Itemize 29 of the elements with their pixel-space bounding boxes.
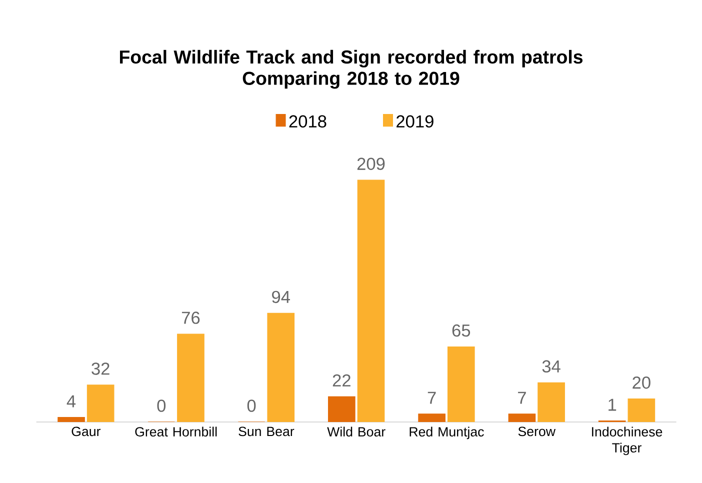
data-label: 1 (608, 398, 616, 411)
data-label: 7 (518, 392, 526, 404)
data-label: 65 (452, 324, 470, 337)
bar (508, 414, 536, 422)
x-tick-label: Sun Bear (238, 426, 294, 436)
chart-subtitle: Comparing 2018 to 2019 (242, 71, 460, 89)
x-tick-label: Great Hornbill (135, 426, 217, 436)
data-label: 4 (66, 395, 76, 408)
x-tick-label: Wild Boar (327, 426, 386, 436)
data-label: 20 (632, 376, 650, 389)
bar (328, 396, 356, 422)
data-label: 32 (92, 362, 110, 375)
data-label: 34 (542, 360, 560, 373)
data-label: 76 (182, 312, 200, 324)
data-label: 0 (157, 400, 166, 412)
data-label: 94 (272, 290, 290, 304)
x-tick-label: Indochinese Tiger (592, 426, 662, 456)
data-label: 0 (247, 400, 256, 412)
x-tick-label: Red Muntjac (410, 426, 484, 440)
bar (58, 417, 85, 422)
legend-label: 2018 (289, 115, 326, 128)
legend-label: 2019 (396, 115, 434, 128)
x-tick-label: Serow (518, 426, 556, 436)
chart-title: Focal Wildlife Track and Sign recorded from patrols (120, 50, 583, 68)
bar (418, 414, 446, 422)
data-label: 209 (357, 158, 385, 170)
data-label: 22 (332, 374, 350, 386)
data-label: 7 (428, 392, 436, 404)
x-tick-label: Gaur (72, 426, 101, 436)
